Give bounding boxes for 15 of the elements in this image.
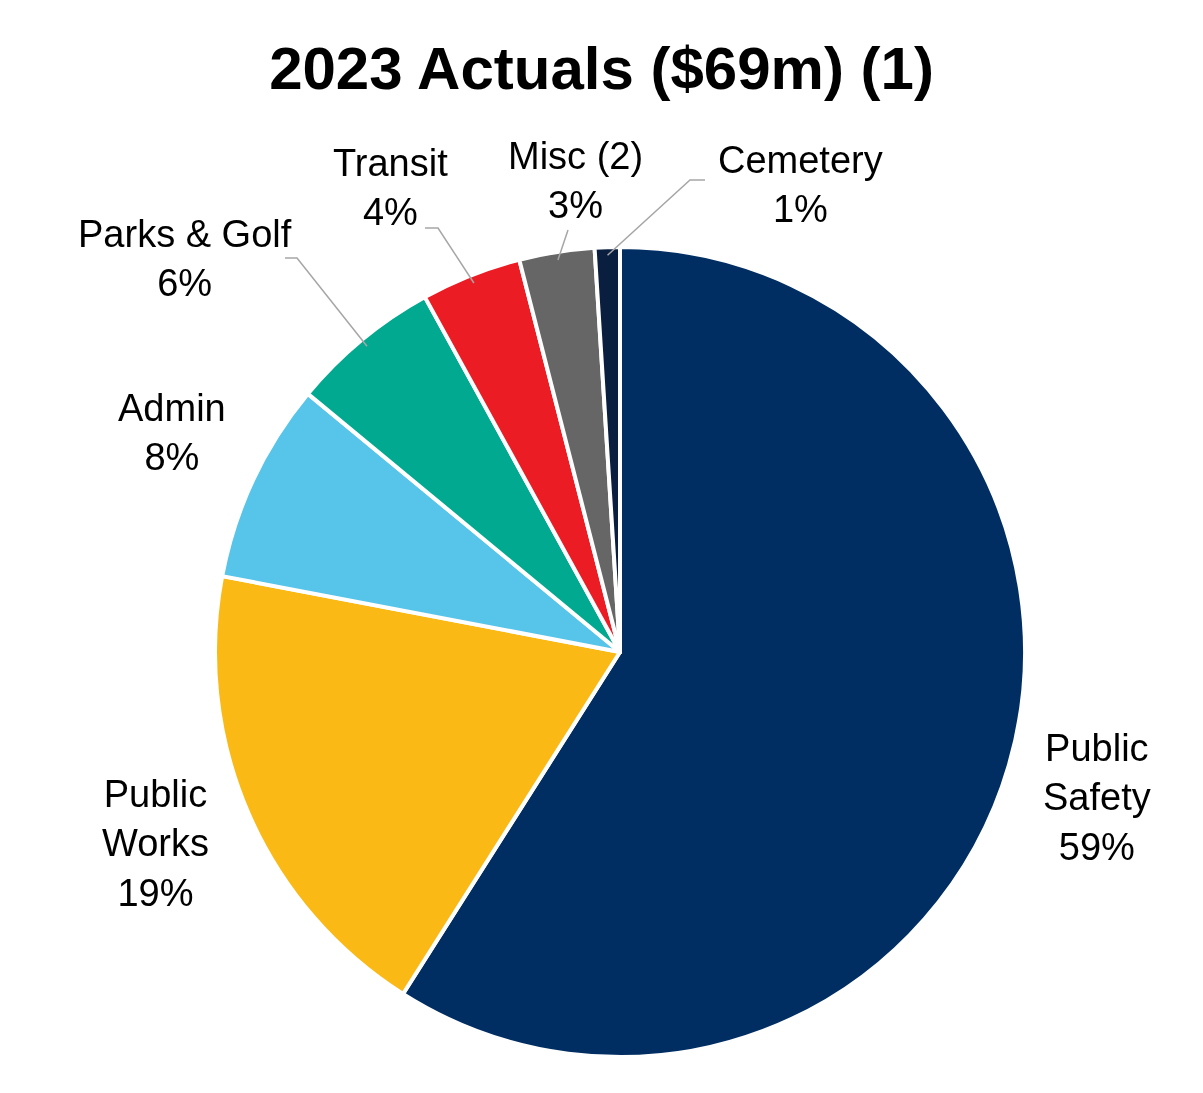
slice-label: Public Safety xyxy=(1043,727,1151,819)
data-label: 19% xyxy=(117,871,194,914)
slice-label: Public Works xyxy=(102,773,209,865)
slice-label: Cemetery xyxy=(718,139,883,181)
slice-label: Admin xyxy=(118,387,226,429)
data-label: 1% xyxy=(772,188,828,231)
data-label: 4% xyxy=(362,191,418,234)
slice-label: Parks & Golf xyxy=(78,213,292,255)
data-label: 3% xyxy=(548,184,604,227)
data-label: 6% xyxy=(157,262,213,305)
slice-label: Misc (2) xyxy=(508,135,644,177)
slice-label: Transit xyxy=(333,142,449,184)
data-label: 59% xyxy=(1058,825,1135,868)
data-label: 8% xyxy=(144,436,200,479)
chart-title: 2023 Actuals ($69m) (1) xyxy=(269,34,934,102)
